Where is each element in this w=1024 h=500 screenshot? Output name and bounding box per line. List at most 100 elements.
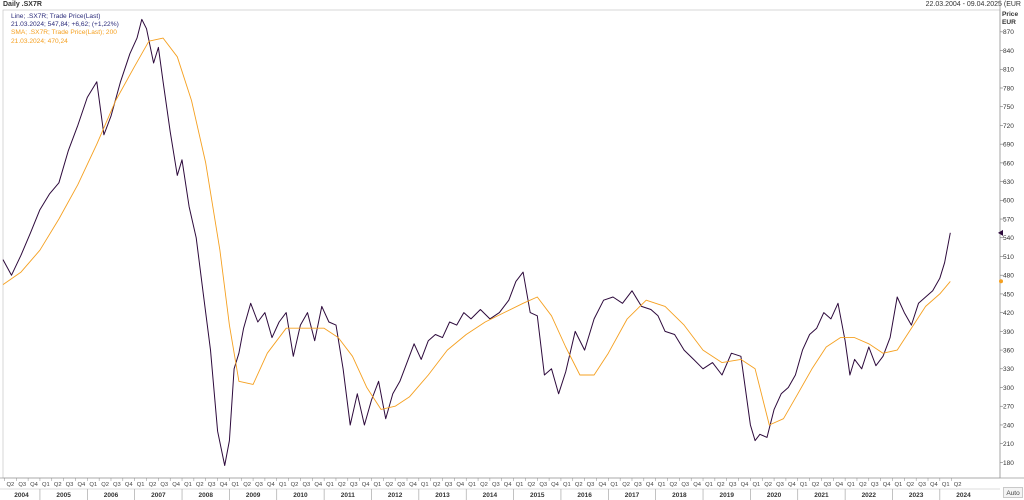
x-quarter-label: Q3: [350, 482, 358, 488]
x-year-label: 2010: [293, 492, 308, 499]
x-quarter-label: Q4: [267, 482, 276, 488]
y-tick-label: 330: [1003, 366, 1014, 373]
y-tick-label: 300: [1003, 385, 1014, 392]
x-quarter-label: Q4: [930, 482, 939, 488]
x-quarter-label: Q3: [823, 482, 831, 488]
x-quarter-label: Q3: [918, 482, 926, 488]
y-tick-label: 720: [1003, 123, 1014, 130]
x-year-label: 2011: [341, 492, 355, 499]
x-quarter-label: Q3: [66, 482, 74, 488]
x-quarter-label: Q2: [54, 482, 62, 488]
x-quarter-label: Q4: [125, 482, 134, 488]
x-quarter-label: Q1: [610, 482, 618, 488]
y-tick-label: 840: [1003, 48, 1014, 55]
date-range: 22.03.2004 - 09.04.2025 (EUR: [925, 1, 1021, 8]
x-quarter-label: Q3: [492, 482, 500, 488]
x-quarter-label: Q4: [409, 482, 418, 488]
x-year-label: 2015: [530, 492, 545, 499]
x-quarter-label: Q1: [658, 482, 666, 488]
x-quarter-label: Q3: [681, 482, 689, 488]
x-year-label: 2022: [862, 492, 877, 499]
x-quarter-label: Q4: [220, 482, 229, 488]
x-year-label: 2024: [956, 492, 971, 499]
x-quarter-label: Q2: [243, 482, 251, 488]
y-tick-label: 630: [1003, 179, 1014, 186]
x-quarter-label: Q4: [741, 482, 750, 488]
y-tick-label: 480: [1003, 273, 1014, 280]
x-quarter-label: Q3: [871, 482, 879, 488]
x-quarter-label: Q4: [646, 482, 655, 488]
x-quarter-label: Q2: [764, 482, 772, 488]
x-year-label: 2014: [483, 492, 498, 499]
x-quarter-label: Q2: [338, 482, 346, 488]
x-quarter-label: Q3: [587, 482, 595, 488]
x-quarter-label: Q3: [113, 482, 121, 488]
x-quarter-label: Q1: [895, 482, 903, 488]
y-tick-label: 600: [1003, 198, 1014, 205]
legend-sma-name: SMA; .SX7R; Trade Price(Last); 200: [11, 29, 117, 37]
x-quarter-label: Q2: [291, 482, 299, 488]
x-quarter-label: Q1: [516, 482, 524, 488]
x-year-label: 2013: [435, 492, 450, 499]
x-quarter-label: Q1: [468, 482, 476, 488]
x-quarter-label: Q1: [374, 482, 382, 488]
y-tick-label: 240: [1003, 422, 1014, 429]
chart-legend: Line; .SX7R; Trade Price(Last) 21.03.202…: [11, 13, 119, 46]
x-quarter-label: Q1: [89, 482, 97, 488]
y-tick-label: 780: [1003, 85, 1014, 92]
x-quarter-label: Q2: [622, 482, 630, 488]
y-tick-label: 540: [1003, 235, 1014, 242]
x-quarter-label: Q2: [575, 482, 583, 488]
auto-scale-button[interactable]: Auto: [1003, 487, 1023, 498]
y-tick-label: 420: [1003, 310, 1014, 317]
x-quarter-label: Q1: [705, 482, 713, 488]
price-series-line: [2, 18, 951, 466]
x-year-label: 2004: [14, 492, 29, 499]
x-quarter-label: Q1: [421, 482, 429, 488]
x-quarter-label: Q3: [255, 482, 263, 488]
price-axis-header: Price EUR: [1002, 11, 1018, 27]
x-quarter-label: Q4: [883, 482, 892, 488]
x-year-label: 2017: [625, 492, 640, 499]
x-quarter-label: Q3: [302, 482, 310, 488]
x-quarter-label: Q4: [504, 482, 513, 488]
x-quarter-label: Q1: [752, 482, 760, 488]
y-tick-label: 750: [1003, 104, 1014, 111]
price-axis-label: Price: [1002, 11, 1019, 18]
x-quarter-label: Q1: [137, 482, 145, 488]
y-tick-label: 390: [1003, 329, 1014, 336]
x-quarter-label: Q4: [835, 482, 844, 488]
x-year-label: 2008: [198, 492, 213, 499]
y-tick-label: 810: [1003, 67, 1014, 74]
x-quarter-label: Q2: [480, 482, 488, 488]
x-year-label: 2020: [767, 492, 782, 499]
y-tick-label: 450: [1003, 291, 1014, 298]
x-quarter-label: Q4: [314, 482, 323, 488]
x-year-label: 2021: [814, 492, 829, 499]
x-quarter-label: Q1: [231, 482, 239, 488]
x-quarter-label: Q3: [160, 482, 168, 488]
x-quarter-label: Q2: [149, 482, 157, 488]
x-quarter-label: Q4: [78, 482, 87, 488]
x-quarter-label: Q2: [433, 482, 441, 488]
y-tick-label: 210: [1003, 441, 1014, 448]
x-quarter-label: Q4: [551, 482, 560, 488]
x-quarter-label: Q2: [196, 482, 204, 488]
x-quarter-label: Q3: [18, 482, 26, 488]
y-tick-label: 270: [1003, 404, 1014, 411]
x-quarter-label: Q1: [279, 482, 287, 488]
x-year-label: 2007: [151, 492, 166, 499]
x-quarter-label: Q3: [729, 482, 737, 488]
x-quarter-label: Q1: [942, 482, 950, 488]
x-quarter-label: Q2: [670, 482, 678, 488]
y-tick-label: 870: [1003, 29, 1014, 36]
x-quarter-label: Q4: [599, 482, 608, 488]
x-quarter-label: Q4: [788, 482, 797, 488]
last-price-marker: [998, 229, 1003, 236]
x-quarter-label: Q3: [634, 482, 642, 488]
y-tick-label: 360: [1003, 347, 1014, 354]
x-quarter-label: Q1: [42, 482, 50, 488]
plot-frame: [2, 9, 1001, 479]
